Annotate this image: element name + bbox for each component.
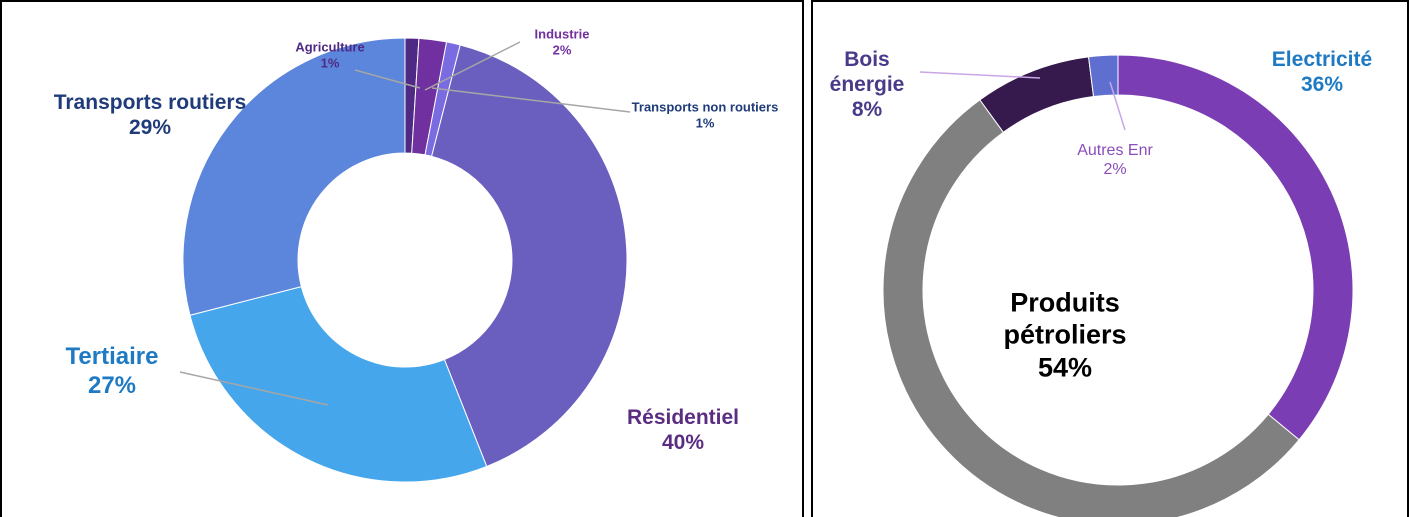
label-value: 2% [1103,161,1127,178]
label-value: 2% [552,42,572,57]
label-value: 8% [851,98,883,122]
label-value: 36% [1300,73,1344,96]
donut-slice [1087,54,1119,98]
slice-label: Transports non routiers 1% [630,99,780,130]
label-name: Résidentiel [626,405,740,429]
slice-label: Résidentiel 40% [598,405,768,455]
label-value: 29% [128,116,172,139]
label-name: Industrie [534,26,590,42]
slice-label: Tertiaire 27% [37,343,187,401]
slice-label: Industrie 2% [512,26,612,57]
label-name: Transports routiers [53,90,247,114]
donut-slice [189,286,488,483]
leader-line [1109,81,1126,131]
donut-slice [431,44,628,468]
slice-label: Agriculture 1% [270,39,390,70]
label-name: Transports non routiers [631,99,779,115]
leader-line [431,87,631,113]
label-value: 40% [661,431,705,454]
donut-slice [882,99,1300,517]
donut-slice [979,56,1095,133]
left-panel [0,0,804,517]
label-name: Agriculture [295,39,365,55]
label-name: Electricité [1271,47,1373,71]
donut-slice [182,37,406,316]
leader-line [424,41,521,91]
label-name: Autres Enr [1077,141,1153,159]
label-value: 27% [87,372,137,399]
slice-label: Produits pétroliers 54% [965,286,1165,383]
donut-slice [1117,54,1354,441]
label-name: Tertiaire [65,343,159,371]
label-value: 1% [695,115,715,130]
slice-label: Electricité 36% [1242,47,1402,97]
slice-label: Transports routiers 29% [50,90,250,140]
slice-label: Autres Enr 2% [1055,141,1175,179]
leader-line [919,71,1041,79]
leader-line [354,69,421,89]
label-name: Bois énergie [829,48,905,97]
label-value: 1% [320,55,340,70]
label-value: 54% [1037,352,1093,383]
leader-line [179,371,329,406]
slice-label: Bois énergie 8% [807,47,927,123]
right-panel [811,0,1409,517]
label-name: Produits pétroliers [1003,287,1127,350]
